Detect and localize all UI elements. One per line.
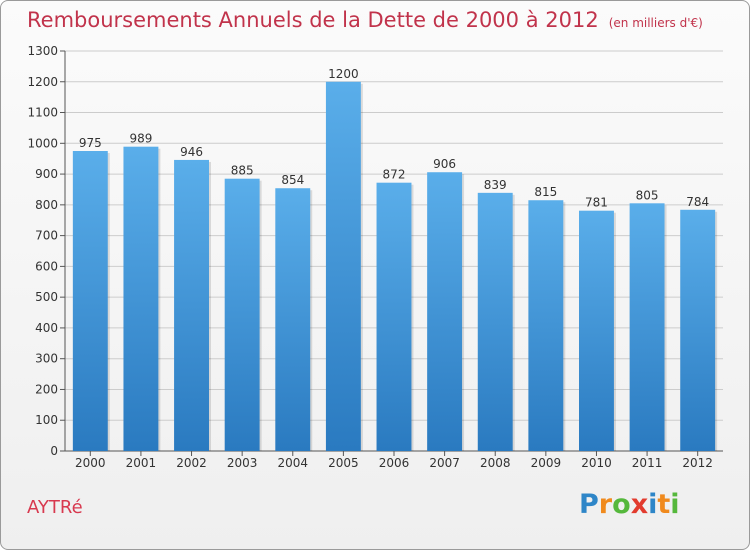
data-labels: 975 989 946 885 854 1200 872 906 839 815 781 805 784: [79, 67, 709, 210]
y-tick-label: 1000: [27, 136, 58, 150]
logo-letter: i: [670, 489, 680, 520]
y-tick-label: 500: [35, 290, 58, 304]
data-label: 975: [79, 136, 102, 150]
x-tick-label: 2003: [227, 456, 258, 470]
x-tick-label: 2009: [531, 456, 562, 470]
bar: [275, 188, 311, 451]
data-label: 781: [585, 196, 608, 210]
bar: [528, 200, 564, 451]
chart-title-text: Remboursements Annuels de la Dette de 20…: [27, 8, 599, 32]
x-tick-label: 2007: [429, 456, 460, 470]
bar: [376, 182, 412, 451]
data-label: 885: [231, 164, 254, 178]
x-tick-label: 2011: [632, 456, 663, 470]
bar: [123, 146, 159, 451]
proxiti-logo: Proxiti: [579, 489, 680, 520]
y-tick-label: 800: [35, 198, 58, 212]
data-label: 872: [383, 168, 406, 182]
y-tick-label: 900: [35, 167, 58, 181]
bar: [477, 192, 513, 451]
data-label: 906: [433, 157, 456, 171]
bar: [578, 210, 614, 451]
axes: 0 100 200 300 400 500 600 700 800 900 1000 1100 1200…: [27, 44, 723, 470]
bar: [174, 159, 210, 451]
x-tick-label: 2008: [480, 456, 511, 470]
bar: [680, 209, 716, 451]
city-name: AYTRé: [27, 497, 83, 518]
x-tick-label: 2005: [328, 456, 359, 470]
x-tick-label: 2000: [75, 456, 106, 470]
chart-subtitle: (en milliers d'€): [608, 16, 703, 30]
y-tick-label: 700: [35, 229, 58, 243]
y-tick-label: 1200: [27, 75, 58, 89]
logo-letter: o: [612, 489, 631, 520]
data-label: 805: [636, 188, 659, 202]
x-tick-label: 2004: [277, 456, 308, 470]
x-tick-label: 2012: [682, 456, 713, 470]
data-label: 784: [686, 195, 709, 209]
logo-letter: r: [598, 489, 613, 520]
x-tick-label: 2006: [379, 456, 410, 470]
logo-letter: t: [657, 489, 671, 520]
y-tick-label: 100: [35, 413, 58, 427]
data-label: 946: [180, 145, 203, 159]
y-tick-label: 1300: [27, 44, 58, 58]
y-tick-label: 300: [35, 352, 58, 366]
data-label: 839: [484, 178, 507, 192]
y-tick-label: 600: [35, 259, 58, 273]
bar: [224, 178, 260, 451]
data-label: 854: [281, 173, 304, 187]
logo-letter: P: [579, 489, 599, 520]
data-label: 1200: [328, 67, 359, 81]
bar: [72, 151, 108, 451]
bar: [629, 203, 665, 451]
y-tick-label: 1100: [27, 106, 58, 120]
logo-letter: i: [648, 489, 658, 520]
y-tick-label: 400: [35, 321, 58, 335]
y-tick-label: 200: [35, 382, 58, 396]
logo-letter: x: [630, 489, 649, 520]
chart-title: Remboursements Annuels de la Dette de 20…: [27, 8, 703, 32]
x-tick-label: 2001: [126, 456, 157, 470]
data-label: 989: [129, 132, 152, 146]
x-tick-label: 2010: [581, 456, 612, 470]
data-label: 815: [534, 185, 557, 199]
bar: [427, 172, 463, 451]
x-tick-label: 2002: [176, 456, 207, 470]
y-tick-label: 0: [50, 444, 58, 458]
bar: [325, 81, 361, 452]
bars: [72, 81, 718, 452]
